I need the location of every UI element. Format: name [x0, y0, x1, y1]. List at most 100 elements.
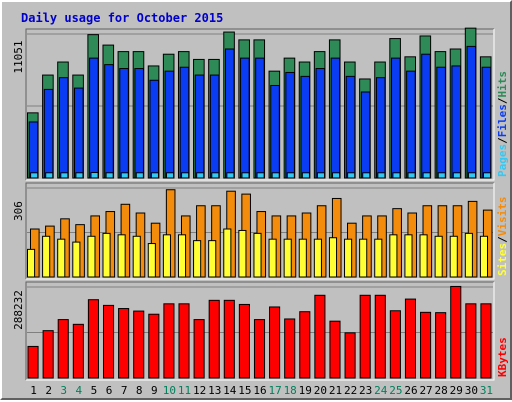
- bar-pages-day-10: [165, 172, 175, 179]
- legend-entry-separator-3: /: [496, 97, 509, 104]
- bar-sites-day-19: [298, 238, 307, 278]
- bar-files-day-29: [451, 65, 462, 179]
- x-tick-day-2: 2: [45, 384, 52, 397]
- bar-kbytes-day-27: [420, 311, 432, 379]
- bar-files-day-6: [104, 64, 114, 179]
- bar-pages-day-16: [256, 172, 265, 179]
- bar-files-day-1: [28, 121, 39, 179]
- bar-kbytes-day-31: [480, 303, 492, 379]
- bar-files-day-24: [375, 77, 386, 179]
- bar-sites-day-15: [238, 229, 247, 278]
- bar-pages-day-22: [347, 172, 356, 179]
- panel-kbytes-ytick: 288232: [12, 290, 25, 330]
- bar-files-day-15: [240, 57, 250, 179]
- bar-sites-day-26: [404, 234, 413, 278]
- bar-pages-day-17: [271, 172, 280, 179]
- x-tick-day-14: 14: [223, 384, 237, 397]
- bar-kbytes-day-22: [344, 332, 356, 379]
- bar-pages-day-30: [467, 172, 477, 179]
- bar-pages-day-8: [135, 172, 144, 179]
- x-tick-day-29: 29: [450, 384, 463, 397]
- x-tick-day-26: 26: [404, 384, 417, 397]
- bar-sites-day-4: [72, 241, 81, 278]
- bar-pages-day-13: [211, 172, 220, 179]
- bar-kbytes-day-3: [57, 319, 69, 379]
- legend-entry-separator-1: /: [496, 236, 509, 243]
- bar-files-day-17: [270, 84, 280, 179]
- bar-kbytes-day-7: [118, 308, 130, 379]
- bar-pages-day-27: [422, 172, 431, 179]
- x-tick-day-6: 6: [106, 384, 113, 397]
- x-tick-day-4: 4: [76, 384, 83, 397]
- bar-pages-day-7: [120, 172, 129, 179]
- bar-pages-day-25: [392, 172, 401, 179]
- x-tick-day-8: 8: [136, 384, 143, 397]
- bar-pages-day-1: [30, 172, 39, 179]
- bar-sites-day-14: [223, 228, 232, 278]
- bar-files-day-27: [421, 53, 431, 179]
- bar-sites-day-11: [177, 234, 187, 278]
- bar-kbytes-day-29: [450, 285, 462, 379]
- x-tick-day-31: 31: [480, 384, 493, 397]
- x-tick-day-7: 7: [121, 384, 128, 397]
- x-tick-day-10: 10: [163, 384, 176, 397]
- bar-pages-day-28: [437, 172, 446, 179]
- bar-sites-day-8: [132, 235, 141, 278]
- panel-hits-files-pages-border-light: [26, 29, 495, 181]
- bar-sites-day-25: [389, 234, 398, 278]
- bar-sites-day-29: [449, 235, 458, 278]
- bar-pages-day-19: [301, 172, 310, 179]
- x-tick-day-30: 30: [465, 384, 478, 397]
- panel-kbytes-border-dark: [25, 281, 494, 380]
- x-tick-day-24: 24: [374, 384, 388, 397]
- bar-pages-day-2: [45, 172, 54, 179]
- bar-files-day-21: [330, 57, 341, 179]
- bar-files-day-13: [209, 74, 220, 179]
- bar-files-day-25: [391, 57, 401, 179]
- bar-sites-day-2: [42, 235, 51, 278]
- bar-sites-day-16: [253, 232, 262, 278]
- bar-pages-day-20: [316, 172, 326, 179]
- bar-kbytes-day-9: [148, 313, 160, 379]
- bar-pages-day-6: [105, 172, 114, 179]
- bar-pages-day-26: [407, 172, 416, 179]
- bar-files-day-12: [194, 74, 205, 179]
- x-tick-day-13: 13: [208, 384, 221, 397]
- bar-files-day-26: [406, 70, 416, 179]
- bar-kbytes-day-16: [253, 319, 266, 379]
- bar-sites-day-18: [283, 238, 292, 278]
- legend-entry-visits: Visits: [496, 197, 509, 237]
- bar-pages-day-11: [181, 172, 190, 179]
- x-tick-day-15: 15: [238, 384, 251, 397]
- x-tick-day-23: 23: [359, 384, 372, 397]
- panel-visits-sites-ytick: 306: [12, 201, 25, 221]
- x-tick-day-17: 17: [268, 384, 281, 397]
- bar-files-day-30: [466, 45, 477, 179]
- bar-sites-day-13: [208, 240, 217, 278]
- bar-kbytes-day-2: [42, 330, 54, 379]
- bar-sites-day-3: [57, 238, 66, 278]
- legend-entry-pages: Pages: [496, 144, 509, 177]
- bar-kbytes-day-14: [223, 299, 235, 379]
- bar-files-day-2: [43, 88, 54, 179]
- bar-pages-day-15: [241, 172, 250, 179]
- bar-files-day-28: [436, 66, 446, 179]
- x-tick-day-19: 19: [299, 384, 312, 397]
- bar-pages-day-12: [196, 172, 205, 179]
- bar-sites-day-5: [87, 235, 96, 278]
- bar-sites-day-20: [313, 238, 322, 278]
- bar-sites-day-1: [27, 248, 36, 278]
- x-tick-day-11: 11: [178, 384, 191, 397]
- bar-files-day-18: [285, 71, 295, 179]
- bar-kbytes-day-28: [435, 312, 447, 379]
- panel-kbytes-border-light: [26, 282, 495, 381]
- bar-kbytes-day-25: [389, 310, 401, 379]
- x-tick-day-21: 21: [329, 384, 342, 397]
- legend-entry-files: Files: [496, 104, 509, 137]
- bar-files-day-16: [255, 57, 265, 179]
- bar-pages-day-24: [377, 172, 386, 179]
- bar-kbytes-day-4: [72, 323, 84, 379]
- bar-kbytes-day-11: [178, 303, 190, 379]
- bar-sites-day-23: [359, 238, 368, 278]
